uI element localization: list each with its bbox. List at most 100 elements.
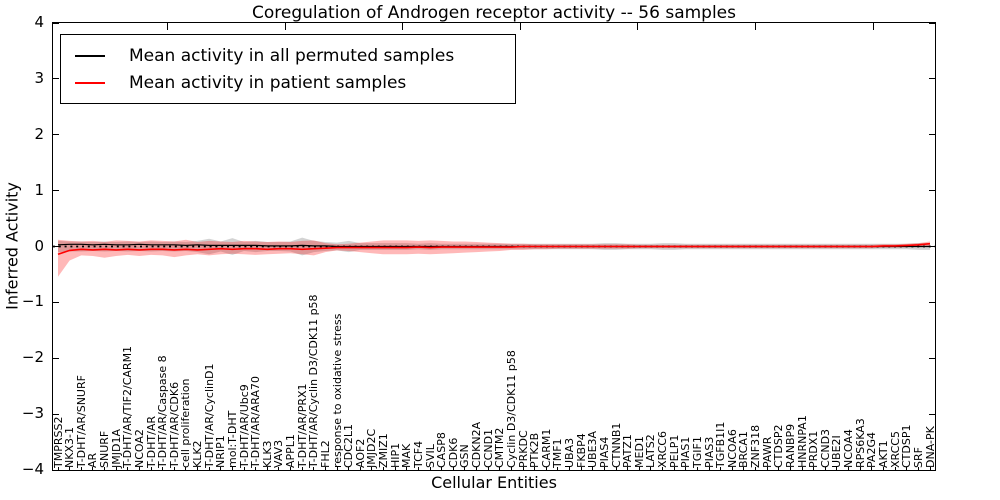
x-tick-label: JMJD2C bbox=[365, 428, 379, 468]
tick-mark bbox=[882, 467, 884, 470]
tick-mark bbox=[429, 467, 431, 470]
tick-mark bbox=[603, 467, 605, 470]
x-tick-label: CTDSP1 bbox=[900, 424, 914, 468]
tick-mark bbox=[127, 467, 129, 470]
y-tick-label: 2 bbox=[34, 124, 44, 143]
tick-mark bbox=[824, 467, 826, 470]
tick-mark bbox=[266, 467, 268, 470]
tick-mark bbox=[929, 78, 935, 80]
x-tick-label: PIAS4 bbox=[597, 436, 611, 468]
tick-mark bbox=[627, 467, 629, 470]
tick-mark bbox=[929, 357, 935, 359]
tick-mark bbox=[464, 467, 466, 470]
x-tick-label: T-DHT/AR/ARA70 bbox=[249, 376, 263, 468]
x-tick-label: NRIP1 bbox=[214, 435, 228, 468]
tick-mark bbox=[836, 467, 838, 470]
tick-mark bbox=[592, 467, 594, 470]
tick-mark bbox=[929, 467, 931, 470]
x-tick-label: PTK2B bbox=[528, 432, 542, 468]
x-tick-label: TGFB1I1 bbox=[714, 421, 728, 468]
y-tick-label: 3 bbox=[34, 68, 44, 87]
x-tick-label: KLK2 bbox=[191, 440, 205, 468]
x-tick-label: CMTM2 bbox=[493, 427, 507, 468]
legend-label-patient: Mean activity in patient samples bbox=[129, 72, 407, 93]
tick-mark bbox=[80, 467, 82, 470]
tick-mark bbox=[394, 467, 396, 470]
tick-mark bbox=[894, 467, 896, 470]
legend-entry-patient: Mean activity in patient samples bbox=[75, 69, 505, 96]
tick-mark bbox=[290, 467, 292, 470]
tick-mark bbox=[167, 23, 168, 30]
tick-mark bbox=[53, 246, 59, 247]
x-tick-label: PIAS3 bbox=[702, 436, 716, 468]
y-tick-label: −1 bbox=[21, 292, 44, 311]
tick-mark bbox=[662, 467, 664, 470]
tick-mark bbox=[383, 467, 385, 470]
x-tick-label: PA2G4 bbox=[865, 432, 879, 468]
x-tick-label: PRDX1 bbox=[807, 430, 821, 468]
tick-mark bbox=[53, 301, 59, 303]
tick-mark bbox=[301, 467, 303, 470]
x-tick-label: ZMIZ1 bbox=[377, 433, 391, 468]
x-tick-label: PATZ1 bbox=[621, 434, 635, 468]
tick-mark bbox=[402, 23, 404, 30]
x-tick-label: ZNF318 bbox=[749, 424, 763, 468]
x-tick-label: CASP8 bbox=[435, 432, 449, 468]
tick-mark bbox=[452, 467, 454, 470]
x-tick-label: NKX3-1 bbox=[63, 427, 77, 468]
tick-mark bbox=[731, 467, 733, 470]
tick-mark bbox=[348, 467, 350, 470]
x-tick-label: T-DHT/AR bbox=[144, 415, 158, 468]
x-tick-label: TMPRSS2 bbox=[51, 416, 65, 468]
tick-mark bbox=[499, 467, 501, 470]
x-tick-label: MAK bbox=[400, 443, 414, 468]
tick-mark bbox=[53, 190, 59, 192]
tick-mark bbox=[801, 467, 803, 470]
tick-mark bbox=[929, 190, 935, 192]
y-tick-label: −3 bbox=[21, 404, 44, 423]
tick-mark bbox=[53, 134, 59, 136]
tick-mark bbox=[138, 467, 140, 470]
tick-mark bbox=[359, 467, 361, 470]
x-tick-label: UBE3A bbox=[586, 430, 600, 468]
tick-mark bbox=[615, 467, 617, 470]
x-tick-label: CTNNB1 bbox=[609, 422, 623, 468]
tick-mark bbox=[243, 467, 245, 470]
tick-mark bbox=[929, 246, 935, 247]
tick-mark bbox=[406, 467, 408, 470]
x-tick-label: UBE2I bbox=[830, 435, 844, 468]
tick-mark bbox=[743, 467, 745, 470]
tick-mark bbox=[255, 467, 257, 470]
tick-mark bbox=[92, 467, 94, 470]
tick-mark bbox=[185, 467, 187, 470]
x-tick-label: SVIL bbox=[423, 444, 437, 468]
x-tick-label: XRCC6 bbox=[656, 431, 670, 468]
tick-mark bbox=[929, 301, 935, 303]
tick-mark bbox=[929, 469, 935, 471]
tick-mark bbox=[650, 467, 652, 470]
x-tick-label: SNURF bbox=[98, 430, 111, 468]
tick-mark bbox=[336, 467, 338, 470]
x-tick-label: AKT1 bbox=[876, 440, 890, 468]
tick-mark bbox=[57, 467, 59, 470]
tick-mark bbox=[685, 467, 687, 470]
plot-area: TMPRSS2 NKX3-1 T-DHT/AR/SNURF AR SNURF JMJD1A… bbox=[51, 22, 937, 471]
tick-mark bbox=[231, 467, 233, 470]
tick-mark bbox=[859, 467, 861, 470]
x-tick-label: mol:T-DHT bbox=[225, 410, 239, 468]
tick-mark bbox=[53, 22, 59, 24]
x-tick-label: SRF bbox=[911, 447, 925, 468]
tick-mark bbox=[848, 467, 850, 470]
tick-mark bbox=[929, 22, 935, 24]
y-tick-label: −2 bbox=[21, 348, 44, 367]
x-tick-label: T-DHT/AR/Cyclin D3/CDK11 p58 bbox=[307, 294, 321, 468]
x-tick-label: LATS2 bbox=[644, 434, 658, 468]
x-tick-label: JMJD1A bbox=[109, 429, 123, 468]
x-tick-label: BRCA1 bbox=[737, 431, 751, 468]
x-tick-label: PIAS1 bbox=[679, 436, 693, 468]
x-tick-label: UBA3 bbox=[563, 437, 577, 468]
x-axis-title: Cellular Entities bbox=[431, 473, 557, 492]
y-tick-label: 4 bbox=[34, 13, 44, 31]
tick-mark bbox=[115, 467, 117, 470]
y-tick-label: 1 bbox=[34, 180, 44, 199]
